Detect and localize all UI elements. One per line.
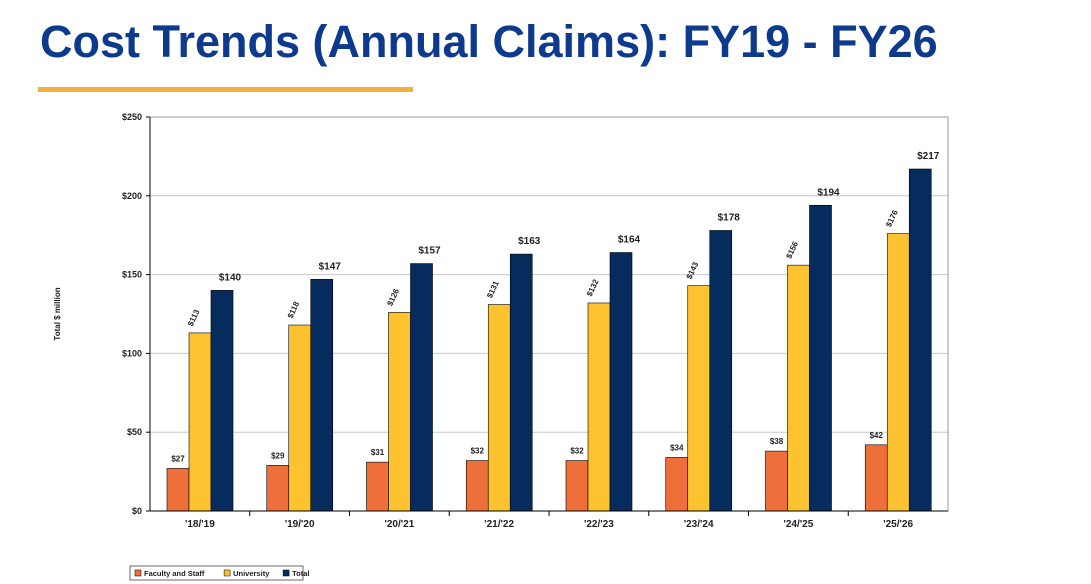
- axes: $0 $50 $100 $150 $200 $250 Total $ million '18/…: [53, 112, 949, 530]
- y-tick-label: $0: [132, 506, 142, 516]
- data-label: $118: [286, 300, 302, 320]
- x-tick-label: '22/'23: [584, 519, 614, 530]
- legend-swatch-total: [282, 569, 290, 577]
- x-tick-label: '21/'22: [484, 519, 514, 530]
- data-label: $31: [371, 448, 385, 457]
- data-label: $140: [219, 272, 242, 283]
- bar-university: [188, 332, 212, 512]
- bar-university: [487, 304, 511, 512]
- data-label: $32: [471, 447, 485, 456]
- legend-box: [129, 565, 304, 581]
- title-underline: [38, 87, 413, 92]
- legend-label: Total: [292, 569, 309, 578]
- legend-swatch-university: [223, 569, 231, 577]
- legend: Faculty and Staff University Total: [129, 565, 309, 581]
- bar-faculty-and-staff: [665, 457, 689, 512]
- bar-university: [687, 285, 711, 512]
- legend-label: University: [233, 569, 270, 578]
- bar-total: [410, 263, 433, 512]
- bar-total: [509, 253, 533, 512]
- bar-faculty-and-staff: [465, 460, 489, 512]
- data-label: $42: [870, 431, 884, 440]
- bar-university: [886, 233, 910, 512]
- bar-total: [310, 279, 334, 512]
- bar-faculty-and-staff: [166, 468, 190, 512]
- bar-faculty-and-staff: [765, 450, 788, 512]
- data-label: $163: [518, 236, 541, 247]
- data-label: $32: [570, 447, 584, 456]
- data-label: $176: [884, 208, 900, 228]
- data-label: $132: [585, 277, 601, 297]
- y-tick-label: $200: [122, 191, 142, 201]
- data-label: $147: [319, 261, 342, 272]
- bar-faculty-and-staff: [864, 444, 888, 512]
- data-label: $27: [171, 454, 185, 463]
- data-label: $164: [618, 235, 641, 246]
- data-label: $113: [186, 308, 202, 328]
- legend-label: Faculty and Staff: [144, 569, 205, 578]
- data-label: $131: [485, 279, 501, 299]
- data-label: $38: [770, 437, 784, 446]
- data-label: $156: [784, 240, 800, 260]
- bar-faculty-and-staff: [266, 464, 290, 512]
- y-tick-label: $150: [122, 270, 142, 280]
- x-tick-label: '18/'19: [185, 519, 215, 530]
- x-tick-label: '25/'26: [883, 519, 913, 530]
- data-label: $126: [385, 287, 401, 307]
- bar-total: [709, 230, 733, 512]
- data-label: $194: [817, 187, 840, 198]
- data-label: $34: [670, 443, 684, 452]
- data-label: $157: [418, 246, 441, 257]
- x-tick-label: '23/'24: [684, 519, 714, 530]
- data-label: $143: [685, 260, 701, 280]
- y-axis-title: Total $ million: [53, 287, 62, 340]
- bars: [166, 168, 932, 512]
- data-label: $29: [271, 451, 285, 460]
- y-tick-label: $50: [127, 427, 142, 437]
- x-tick-label: '19/'20: [285, 519, 315, 530]
- bar-university: [787, 264, 810, 512]
- bar-university: [288, 324, 312, 512]
- bar-university: [388, 312, 411, 512]
- legend-swatch-faculty-and-staff: [134, 569, 142, 577]
- x-tick-label: '20/'21: [384, 519, 414, 530]
- x-tick-label: '24/'25: [783, 519, 813, 530]
- data-label: $178: [718, 212, 741, 223]
- bar-faculty-and-staff: [565, 460, 589, 512]
- bar-total: [908, 168, 932, 512]
- bar-faculty-and-staff: [366, 461, 389, 512]
- data-label: $217: [917, 151, 940, 162]
- y-tick-label: $100: [122, 348, 142, 358]
- bar-university: [587, 302, 611, 512]
- y-tick-label: $250: [122, 112, 142, 122]
- bar-total: [809, 204, 832, 512]
- bar-total: [210, 290, 234, 512]
- slide-title: Cost Trends (Annual Claims): FY19 - FY26: [40, 16, 938, 67]
- bar-total: [609, 252, 633, 512]
